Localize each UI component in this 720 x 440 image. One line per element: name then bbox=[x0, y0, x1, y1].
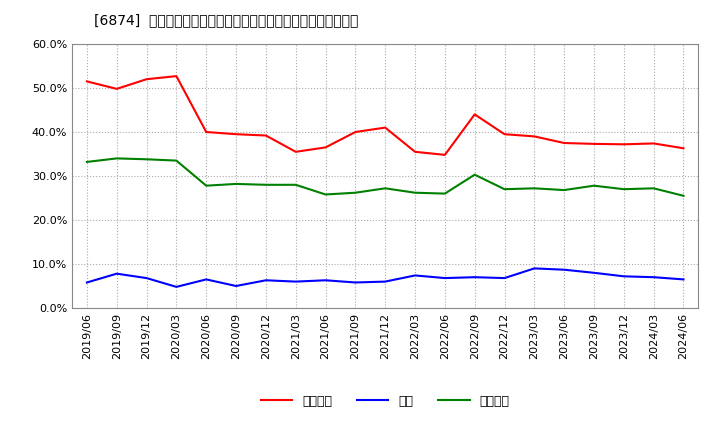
買入債務 bbox=[232, 181, 240, 187]
売上債権 bbox=[649, 141, 658, 146]
Legend: 売上債権, 在庫, 買入債務: 売上債権, 在庫, 買入債務 bbox=[256, 390, 515, 413]
買入債務 bbox=[649, 186, 658, 191]
買入債務 bbox=[500, 187, 509, 192]
Text: [6874]  売上債権、在庫、買入債務の総資産に対する比率の推移: [6874] 売上債権、在庫、買入債務の総資産に対する比率の推移 bbox=[94, 13, 358, 27]
在庫 bbox=[470, 275, 479, 280]
在庫 bbox=[261, 278, 270, 283]
在庫 bbox=[321, 278, 330, 283]
買入債務 bbox=[292, 182, 300, 187]
売上債権 bbox=[232, 132, 240, 137]
買入債務 bbox=[143, 157, 151, 162]
売上債権 bbox=[172, 73, 181, 79]
売上債権 bbox=[500, 132, 509, 137]
買入債務 bbox=[351, 190, 360, 195]
在庫 bbox=[590, 270, 598, 275]
売上債権 bbox=[560, 140, 569, 146]
買入債務 bbox=[530, 186, 539, 191]
売上債権 bbox=[619, 142, 628, 147]
買入債務 bbox=[590, 183, 598, 188]
売上債権 bbox=[441, 152, 449, 158]
買入債務 bbox=[202, 183, 210, 188]
在庫 bbox=[202, 277, 210, 282]
売上債権 bbox=[470, 112, 479, 117]
在庫 bbox=[83, 280, 91, 285]
買入債務 bbox=[83, 159, 91, 165]
Line: 売上債権: 売上債権 bbox=[87, 76, 683, 155]
買入債務 bbox=[470, 172, 479, 177]
在庫 bbox=[381, 279, 390, 284]
売上債権 bbox=[83, 79, 91, 84]
在庫 bbox=[351, 280, 360, 285]
在庫 bbox=[679, 277, 688, 282]
Line: 在庫: 在庫 bbox=[87, 268, 683, 287]
売上債権 bbox=[202, 129, 210, 135]
買入債務 bbox=[560, 187, 569, 193]
買入債務 bbox=[261, 182, 270, 187]
買入債務 bbox=[172, 158, 181, 163]
売上債権 bbox=[351, 129, 360, 135]
買入債務 bbox=[381, 186, 390, 191]
売上債権 bbox=[679, 146, 688, 151]
売上債権 bbox=[143, 77, 151, 82]
在庫 bbox=[619, 274, 628, 279]
在庫 bbox=[500, 275, 509, 281]
在庫 bbox=[112, 271, 121, 276]
在庫 bbox=[292, 279, 300, 284]
買入債務 bbox=[112, 156, 121, 161]
売上債権 bbox=[590, 141, 598, 147]
買入債務 bbox=[321, 192, 330, 197]
Line: 買入債務: 買入債務 bbox=[87, 158, 683, 196]
売上債権 bbox=[112, 86, 121, 92]
在庫 bbox=[410, 273, 419, 278]
売上債権 bbox=[530, 134, 539, 139]
在庫 bbox=[560, 267, 569, 272]
買入債務 bbox=[441, 191, 449, 196]
在庫 bbox=[530, 266, 539, 271]
売上債権 bbox=[261, 133, 270, 138]
買入債務 bbox=[679, 193, 688, 198]
買入債務 bbox=[619, 187, 628, 192]
売上債権 bbox=[292, 149, 300, 154]
売上債権 bbox=[381, 125, 390, 130]
在庫 bbox=[232, 283, 240, 289]
在庫 bbox=[143, 275, 151, 281]
在庫 bbox=[172, 284, 181, 290]
売上債権 bbox=[321, 145, 330, 150]
売上債権 bbox=[410, 149, 419, 154]
買入債務 bbox=[410, 190, 419, 195]
在庫 bbox=[441, 275, 449, 281]
在庫 bbox=[649, 275, 658, 280]
